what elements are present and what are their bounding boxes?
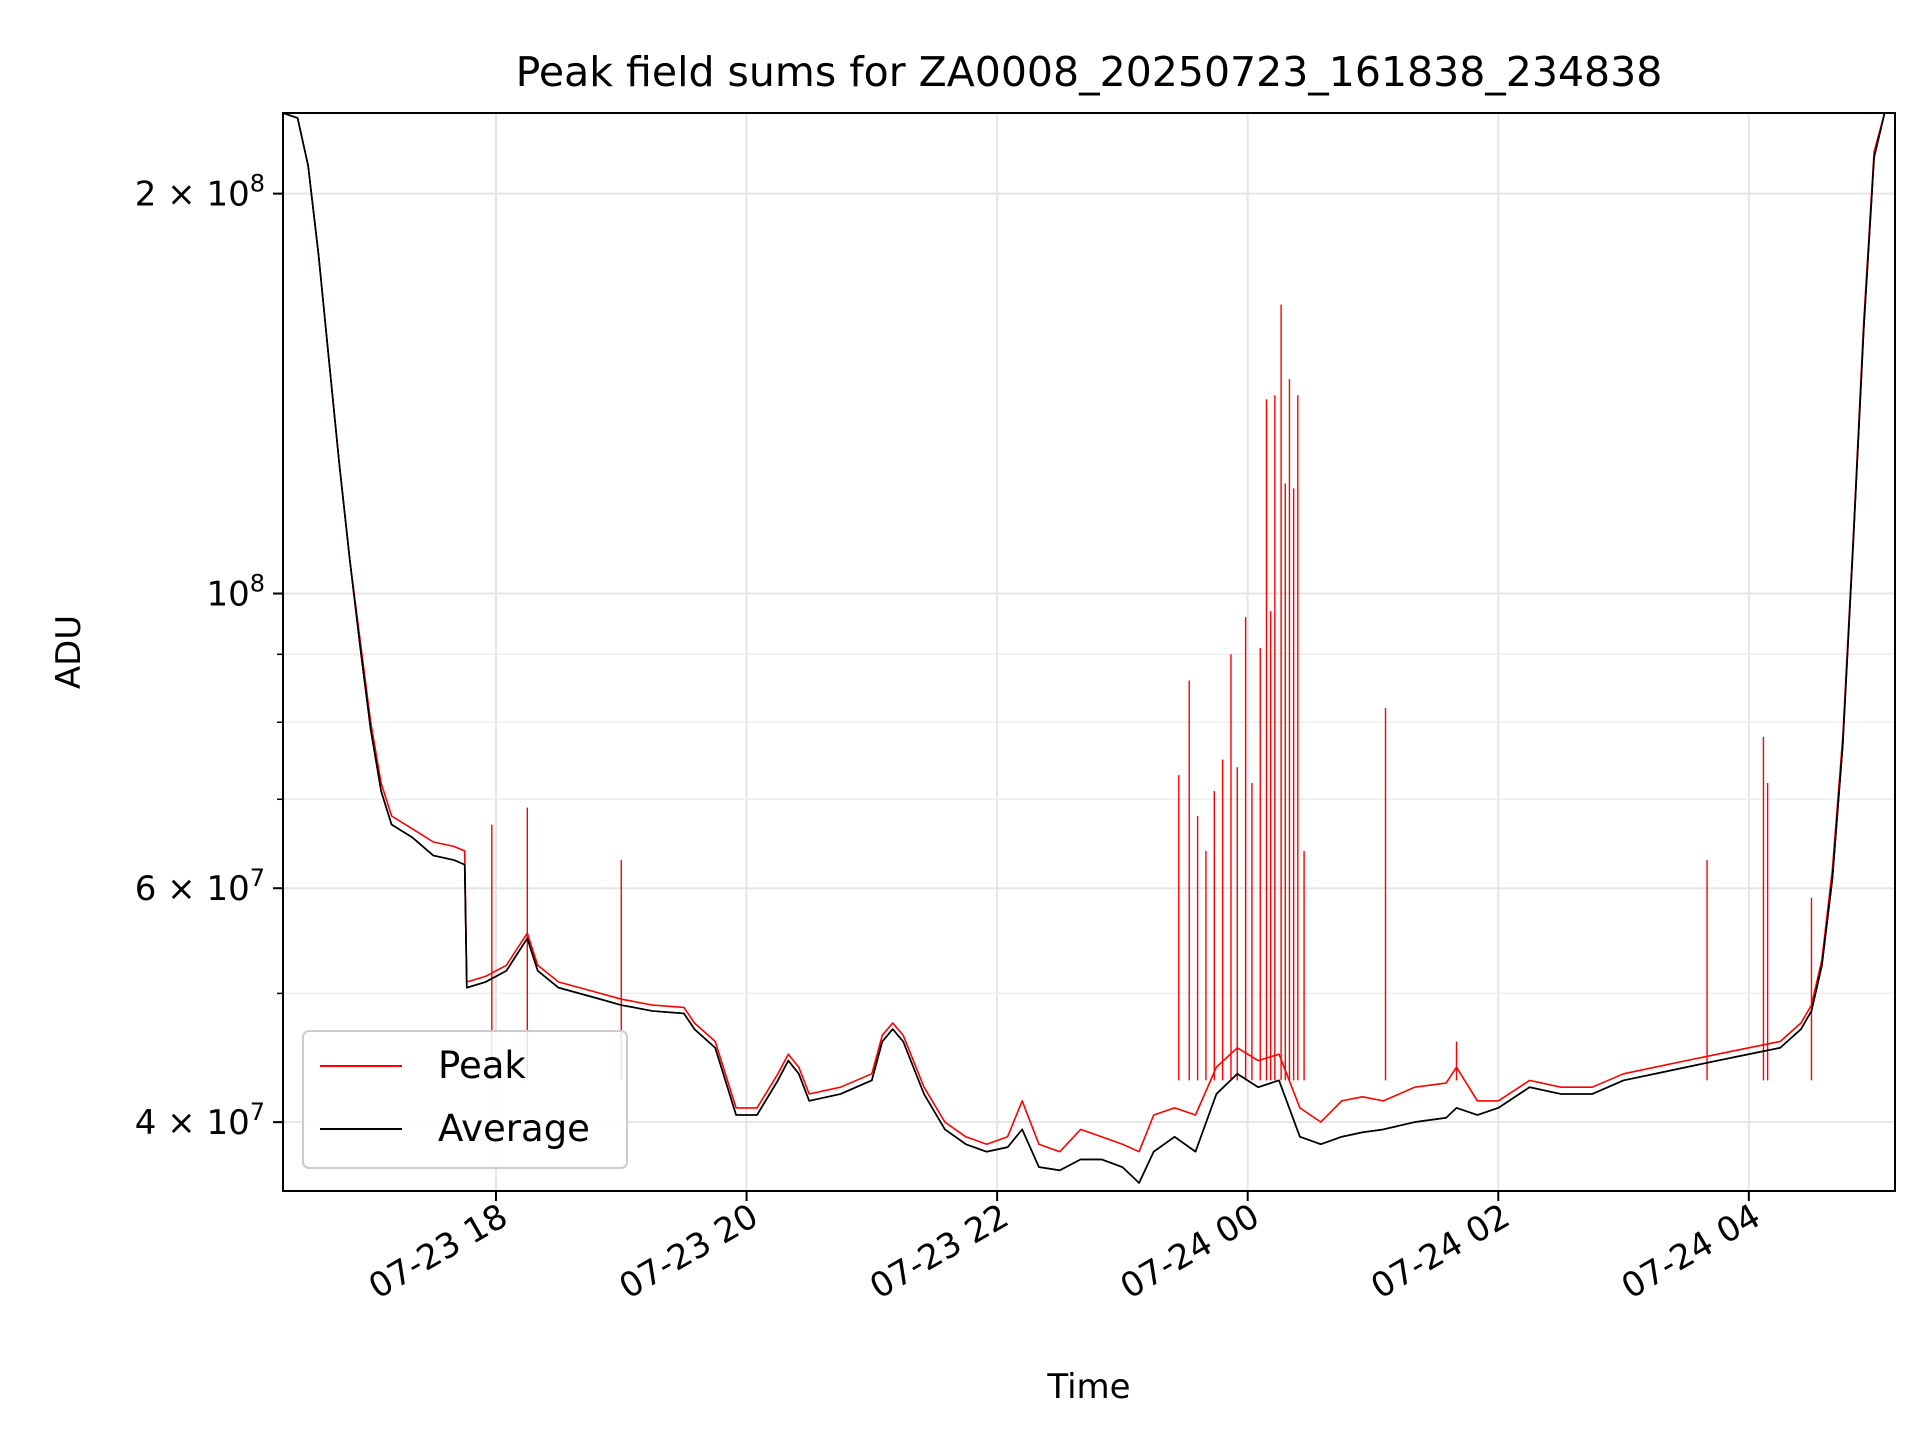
- chart-title: Peak field sums for ZA0008_20250723_1618…: [516, 48, 1663, 96]
- plot-area: [283, 113, 1895, 1184]
- legend: Peak Average: [302, 1030, 628, 1169]
- legend-label-peak: Peak: [438, 1044, 526, 1087]
- grid: [283, 113, 1895, 1191]
- y-axis: 4 × 107 6 × 107 108 2 × 108: [135, 170, 283, 1143]
- y-tick-label: 4 × 107: [135, 1098, 265, 1143]
- axes-frame: [282, 112, 1896, 1192]
- series-line-average-overlay: [283, 113, 1895, 1184]
- y-tick-label: 108: [206, 570, 265, 615]
- x-axis-label: Time: [1046, 1367, 1130, 1407]
- y-axis-label: ADU: [49, 615, 89, 689]
- y-tick-label: 2 × 108: [135, 170, 265, 215]
- y-tick-label: 6 × 107: [135, 864, 265, 909]
- legend-label-average: Average: [438, 1107, 590, 1150]
